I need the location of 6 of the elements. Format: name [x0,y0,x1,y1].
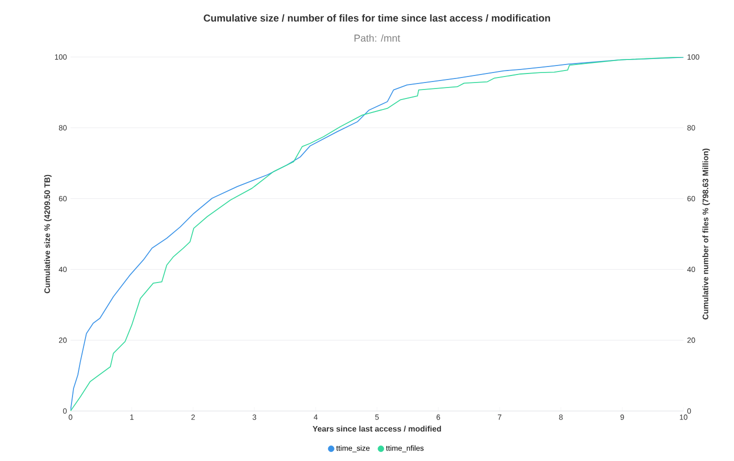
x-axis-title: Years since last access / modified [312,426,441,432]
y-axis-title: Cumulative size % (4209.50 TB) [44,174,52,294]
chart-title: Cumulative size / number of files for time since last access / modification [204,14,550,22]
y2-axis-title: Cumulative number of files % (798.63 Million) [702,148,710,320]
line-series [70,57,684,411]
chart-subtitle: Path: /mnt [354,34,400,42]
